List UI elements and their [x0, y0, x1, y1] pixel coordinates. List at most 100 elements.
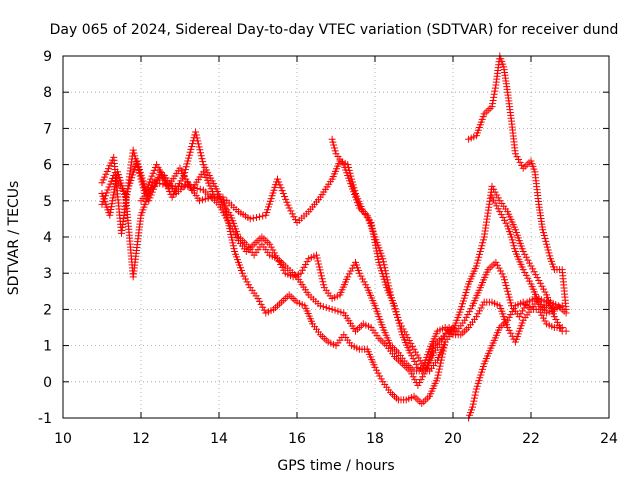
data-point-marker — [536, 308, 544, 316]
data-point-marker — [436, 362, 444, 370]
data-point-marker — [314, 257, 322, 265]
data-point-marker — [543, 240, 551, 248]
data-point-marker — [266, 240, 274, 248]
data-point-marker — [515, 156, 523, 164]
data-point-marker — [337, 308, 345, 316]
data-point-marker — [270, 249, 278, 257]
data-point-marker — [257, 300, 265, 308]
data-point-marker — [407, 339, 415, 347]
data-point-marker — [276, 181, 284, 189]
data-point-marker — [371, 363, 379, 371]
data-point-marker — [334, 307, 342, 315]
data-point-marker — [238, 269, 246, 277]
data-point-marker — [507, 299, 515, 307]
data-point-marker — [412, 360, 420, 368]
data-point-marker — [188, 140, 196, 148]
data-point-marker — [385, 282, 393, 290]
data-point-marker — [259, 303, 267, 311]
data-point-marker — [328, 305, 336, 313]
data-point-marker — [415, 354, 423, 362]
data-point-marker — [379, 258, 387, 266]
data-point-marker — [228, 225, 236, 233]
data-point-marker — [415, 379, 423, 387]
data-point-marker — [511, 245, 519, 253]
data-point-marker — [494, 205, 502, 213]
data-point-marker — [532, 271, 540, 279]
series-trace-6 — [465, 295, 558, 422]
data-point-marker — [433, 374, 441, 382]
data-point-marker — [131, 152, 139, 160]
data-point-marker — [288, 210, 296, 218]
data-point-marker — [317, 269, 325, 277]
data-point-marker — [282, 195, 290, 203]
data-point-marker — [347, 267, 355, 275]
data-point-marker — [156, 179, 164, 187]
y-tick-label: 3 — [43, 266, 52, 282]
data-point-marker — [550, 313, 558, 321]
data-point-marker — [185, 151, 193, 159]
data-point-marker — [230, 245, 238, 253]
data-point-marker — [530, 268, 538, 276]
data-point-marker — [107, 203, 115, 211]
data-point-marker — [408, 370, 416, 378]
data-point-marker — [508, 233, 515, 241]
data-point-marker — [383, 273, 391, 281]
data-point-marker — [105, 183, 113, 191]
data-point-marker — [521, 268, 529, 276]
data-point-marker — [462, 313, 470, 321]
data-point-marker — [535, 305, 543, 313]
data-point-marker — [315, 263, 323, 271]
series-trace-2 — [98, 171, 570, 408]
data-point-marker — [529, 265, 537, 273]
data-point-marker — [360, 278, 368, 286]
data-point-marker — [106, 211, 114, 219]
x-tick-label: 14 — [210, 431, 228, 447]
data-point-marker — [476, 247, 484, 255]
data-point-marker — [181, 166, 189, 174]
y-tick-label: -1 — [38, 411, 52, 427]
data-point-marker — [536, 279, 544, 287]
data-point-marker — [186, 148, 194, 156]
data-point-marker — [494, 194, 502, 202]
data-point-marker — [110, 185, 118, 193]
y-tick-label: 8 — [43, 85, 52, 101]
data-point-marker — [165, 182, 173, 190]
data-point-marker — [129, 146, 137, 154]
data-point-marker — [412, 348, 420, 356]
data-point-marker — [539, 285, 547, 293]
data-point-marker — [133, 157, 141, 165]
x-axis-label: GPS time / hours — [277, 458, 394, 474]
data-point-marker — [230, 228, 238, 236]
data-point-marker — [539, 226, 547, 234]
x-tick-label: 24 — [600, 431, 618, 447]
data-point-marker — [279, 190, 287, 198]
series-trace-5 — [328, 135, 449, 375]
data-point-marker — [302, 261, 310, 269]
data-point-marker — [316, 302, 324, 310]
y-tick-label: 6 — [43, 158, 52, 174]
data-point-marker — [405, 337, 413, 345]
data-point-marker — [374, 255, 382, 263]
data-point-marker — [417, 376, 425, 384]
data-point-marker — [136, 166, 144, 174]
data-point-marker — [104, 186, 112, 194]
data-point-marker — [149, 169, 157, 177]
data-point-marker — [476, 250, 484, 258]
y-tick-label: 7 — [43, 121, 52, 137]
data-point-marker — [256, 297, 264, 305]
data-point-marker — [355, 269, 363, 277]
data-point-marker — [504, 287, 512, 295]
data-point-marker — [465, 308, 473, 316]
data-point-marker — [381, 267, 389, 275]
data-point-marker — [497, 211, 505, 219]
data-point-marker — [398, 322, 406, 330]
data-point-marker — [254, 295, 262, 303]
data-point-marker — [488, 193, 496, 201]
data-point-marker — [317, 272, 325, 280]
data-point-marker — [231, 231, 239, 239]
data-point-marker — [497, 267, 505, 275]
data-point-marker — [535, 276, 543, 284]
data-point-marker — [562, 305, 570, 313]
data-point-marker — [181, 169, 189, 177]
data-point-marker — [504, 316, 512, 324]
